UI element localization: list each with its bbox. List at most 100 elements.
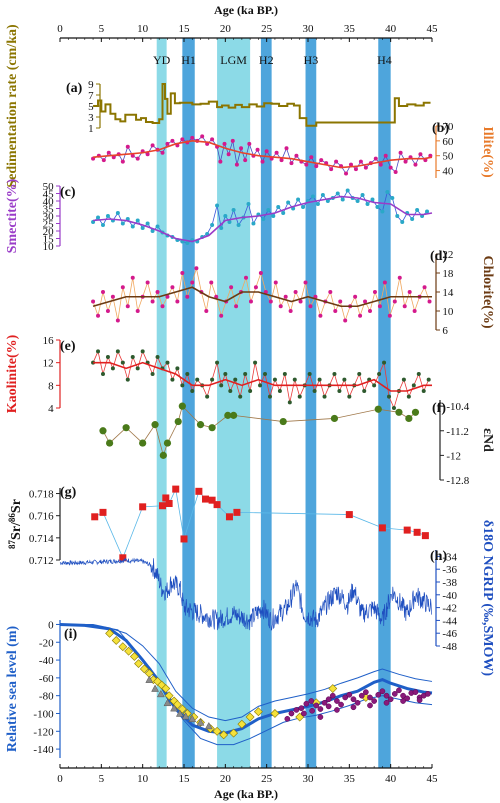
data-point-diamond xyxy=(118,642,128,652)
data-point xyxy=(155,355,160,359)
data-point xyxy=(180,137,185,142)
y-tick-label: 60 xyxy=(442,136,454,148)
data-point xyxy=(236,223,241,227)
data-point xyxy=(151,421,159,429)
data-point xyxy=(185,241,190,245)
data-point xyxy=(190,280,195,285)
panel-i-series-line-0 xyxy=(59,622,433,735)
data-point xyxy=(96,313,101,318)
data-point-circle xyxy=(313,702,320,709)
data-point xyxy=(318,313,323,318)
data-point xyxy=(150,229,155,233)
data-point xyxy=(106,150,111,155)
panel-c-series-line-0 xyxy=(92,189,428,244)
data-point xyxy=(214,294,219,299)
data-point xyxy=(255,147,260,152)
data-point xyxy=(410,217,415,221)
x-tick-label: 30 xyxy=(303,23,315,35)
data-point xyxy=(268,299,273,304)
data-point xyxy=(100,223,105,227)
data-point xyxy=(286,200,291,205)
data-point xyxy=(105,355,110,359)
data-point xyxy=(395,408,403,416)
data-point xyxy=(195,487,203,495)
data-point xyxy=(263,372,268,376)
data-point xyxy=(298,299,303,304)
y-tick-label: -12 xyxy=(446,450,461,462)
event-label-lgm: LGM xyxy=(220,53,247,67)
data-point-circle xyxy=(412,689,419,695)
data-point xyxy=(139,439,147,447)
data-point xyxy=(190,389,195,393)
data-point xyxy=(140,226,145,230)
data-point xyxy=(130,224,135,229)
data-point xyxy=(353,294,358,299)
data-point xyxy=(293,290,298,294)
y-tick-label: 0.714 xyxy=(29,533,54,545)
data-point xyxy=(239,146,244,151)
data-point xyxy=(281,211,286,215)
data-point xyxy=(140,349,145,354)
data-point xyxy=(115,211,120,215)
y-tick-label: 70 xyxy=(442,121,454,133)
data-point xyxy=(421,532,429,540)
data-point-diamond xyxy=(161,684,171,693)
data-point xyxy=(223,372,228,376)
data-point-circle xyxy=(329,692,336,699)
data-point xyxy=(292,377,297,382)
y-tick-label: 40 xyxy=(442,166,454,178)
data-point xyxy=(372,290,377,294)
y-tick-label: 0.712 xyxy=(29,555,54,567)
data-point xyxy=(427,299,432,304)
data-point-circle xyxy=(308,698,315,704)
data-point-diamond xyxy=(124,646,134,656)
y-tick-label: 12 xyxy=(43,358,54,370)
data-point xyxy=(253,285,258,290)
y-tick-label: 0.718 xyxy=(29,489,54,501)
top-x-axis: 0 5 10 15 20 25 30 35 40 45 Age (ka BP.) xyxy=(57,3,438,42)
y-tick-label: 25 xyxy=(43,219,55,231)
data-point-circle xyxy=(387,696,394,703)
data-point xyxy=(344,171,349,176)
data-point xyxy=(392,299,397,304)
data-point xyxy=(190,135,195,140)
data-point xyxy=(115,318,120,323)
data-point-diamond xyxy=(229,728,239,738)
panel-label-c: (c) xyxy=(60,185,76,200)
data-point xyxy=(391,406,396,410)
data-point xyxy=(407,290,412,294)
data-point-circle xyxy=(416,697,423,703)
data-point xyxy=(342,377,347,382)
data-point xyxy=(353,167,358,172)
data-point xyxy=(122,424,130,432)
data-point xyxy=(330,414,339,423)
data-point xyxy=(160,304,165,309)
data-point xyxy=(196,421,205,429)
data-point xyxy=(358,159,363,164)
data-point xyxy=(215,360,220,365)
data-point xyxy=(145,221,150,226)
data-point xyxy=(233,377,238,382)
data-point xyxy=(400,220,405,224)
data-point xyxy=(100,290,105,294)
data-point xyxy=(387,394,392,399)
data-point-diamond xyxy=(237,719,247,729)
panel-i: 0 -20 -40 -60 -80 -100 -120 -140 xyxy=(33,619,433,758)
panel-b-series-line-1 xyxy=(92,140,433,169)
data-point xyxy=(279,158,284,163)
panel-f-series-line-0 xyxy=(102,405,416,457)
y-tick-label: -46 xyxy=(442,628,457,640)
data-point xyxy=(283,294,288,299)
data-point-triangle xyxy=(163,698,172,707)
data-point-circle xyxy=(288,710,295,717)
y-tick-label: -20 xyxy=(39,637,54,649)
panel-d-series-line-1 xyxy=(92,286,432,308)
data-point xyxy=(377,372,382,376)
data-point-circle xyxy=(334,698,340,704)
data-point xyxy=(96,215,101,220)
data-point xyxy=(174,417,182,426)
data-point xyxy=(325,199,330,203)
panel-label-g: (g) xyxy=(60,485,77,500)
data-point-circle xyxy=(400,698,406,704)
